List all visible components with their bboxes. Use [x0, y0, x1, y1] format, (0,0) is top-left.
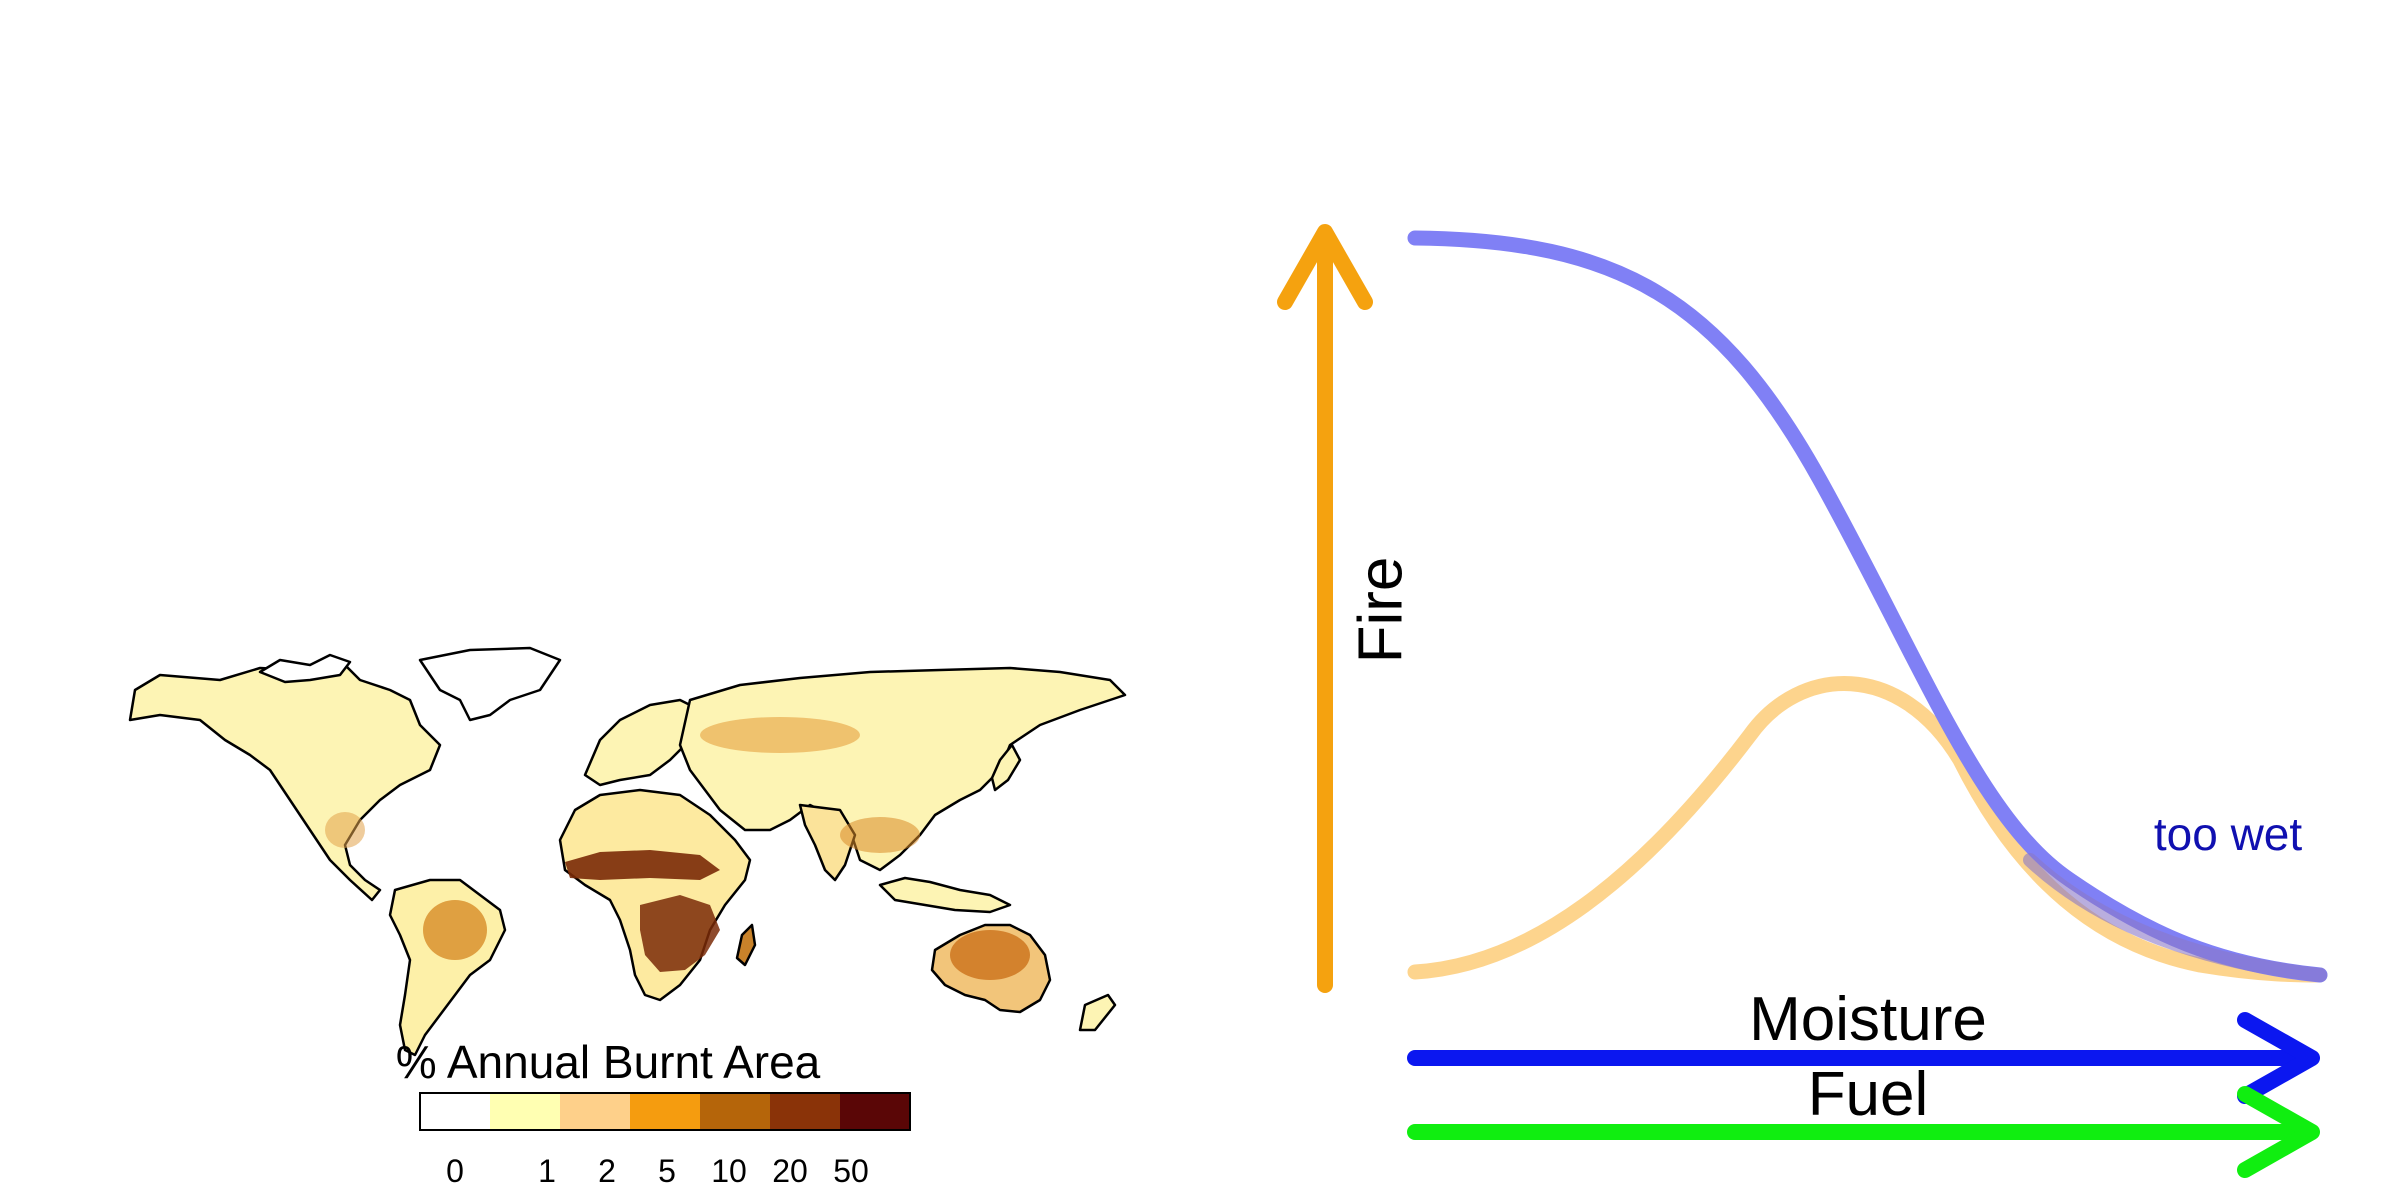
legend-tick-label: 10: [711, 1153, 747, 1189]
legend-tick-labels: 0 1 2 5 10 20 50: [446, 1153, 869, 1189]
curve-overlap: [2023, 853, 2327, 982]
legend-swatch: [840, 1093, 911, 1130]
fire-response-curve: [1407, 676, 2328, 983]
legend-swatch: [490, 1093, 561, 1130]
legend-tick-label: 1: [538, 1153, 556, 1189]
too-wet-label: too wet: [2154, 808, 2303, 860]
greenland: [418, 646, 562, 722]
central-asia-burnt: [700, 717, 860, 753]
africa: [558, 788, 752, 1002]
legend-swatch: [420, 1093, 491, 1130]
legend-title: % Annual Burnt Area: [396, 1036, 821, 1088]
legend-swatch: [770, 1093, 841, 1130]
north-america: [128, 658, 442, 902]
moisture-label: Moisture: [1749, 985, 1987, 1054]
legend-swatch: [630, 1093, 701, 1130]
fuel-axis-arrowhead: [2237, 1086, 2320, 1178]
fire-moisture-diagram: [1277, 224, 2328, 1178]
moisture-axis-arrowhead: [2237, 1012, 2320, 1104]
mexico-burnt: [325, 812, 365, 848]
legend-tick-label: 2: [598, 1153, 616, 1189]
sahel-band: [565, 850, 720, 880]
legend-swatch: [700, 1093, 771, 1130]
madagascar: [735, 923, 757, 967]
moisture-limit-curve: [1407, 230, 2328, 983]
legend-tick-label: 0: [446, 1153, 464, 1189]
australia-burnt: [950, 930, 1030, 980]
fire-axis-label: Fire: [1346, 557, 1415, 664]
legend-tick-label: 5: [658, 1153, 676, 1189]
japan: [990, 743, 1022, 792]
south-america-burnt: [423, 900, 487, 960]
legend-color-bar: [420, 1093, 911, 1130]
fuel-label: Fuel: [1808, 1060, 1929, 1129]
burnt-area-hotspots: [325, 717, 1030, 980]
fire-axis-arrowhead: [1277, 224, 1373, 310]
arctic-islands: [258, 653, 352, 684]
southern-africa-burnt: [640, 895, 720, 972]
legend-swatch: [560, 1093, 631, 1130]
southeast-asia-burnt: [840, 817, 920, 853]
new-zealand: [1078, 993, 1117, 1032]
map-legend: % Annual Burnt Area 0 1 2 5 10 20 50: [396, 1036, 911, 1189]
indonesia: [878, 876, 1012, 914]
legend-tick-label: 20: [772, 1153, 808, 1189]
legend-tick-label: 50: [833, 1153, 869, 1189]
india: [798, 803, 857, 882]
legend-border: [419, 1092, 911, 1131]
